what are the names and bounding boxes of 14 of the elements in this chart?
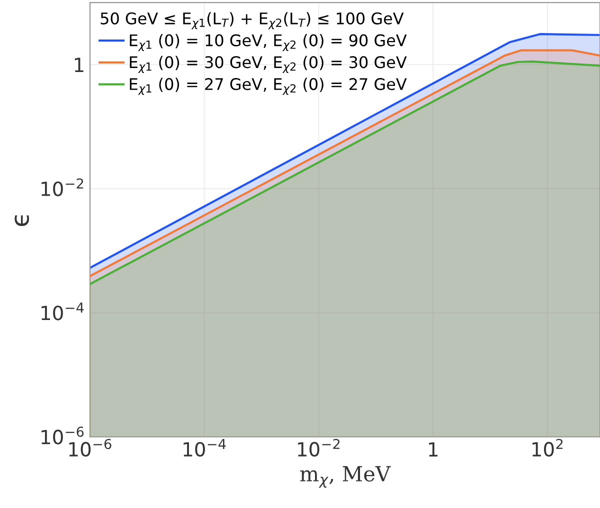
y-axis-title: ϵ bbox=[14, 215, 30, 226]
x-tick-label: 10$^{2}$ bbox=[532, 438, 563, 457]
text: 50 GeV ≤ E$_{χ1}$(L$_{T}$) + E$_{χ2}$(L$_{T}$) ≤ 100 GeV bbox=[100, 12, 404, 30]
y-tick-label: 1 bbox=[74, 58, 84, 72]
x-axis-title: m$_{χ}$, MeV bbox=[300, 466, 391, 488]
legend-label: E$_{χ1}$ (0) = 30 GeV, E$_{χ2}$ (0) = 30 GeV bbox=[130, 56, 407, 73]
y-tick-label: 10$^{−4}$ bbox=[42, 302, 84, 320]
x-tick-label: 10$^{−6}$ bbox=[69, 438, 112, 457]
x-tick-label: 1 bbox=[429, 442, 438, 457]
x-tick-label: 10$^{−2}$ bbox=[298, 438, 340, 457]
x-tick-label: 10$^{−4}$ bbox=[184, 439, 226, 457]
legend-label: E$_{χ1}$ (0) = 27 GeV, E$_{χ2}$ (0) = 27 GeV bbox=[130, 78, 407, 95]
y-tick-label: 10$^{−2}$ bbox=[42, 178, 84, 196]
legend-label: E$_{χ1}$ (0) = 10 GeV, E$_{χ2}$ (0) = 90 GeV bbox=[130, 34, 407, 52]
